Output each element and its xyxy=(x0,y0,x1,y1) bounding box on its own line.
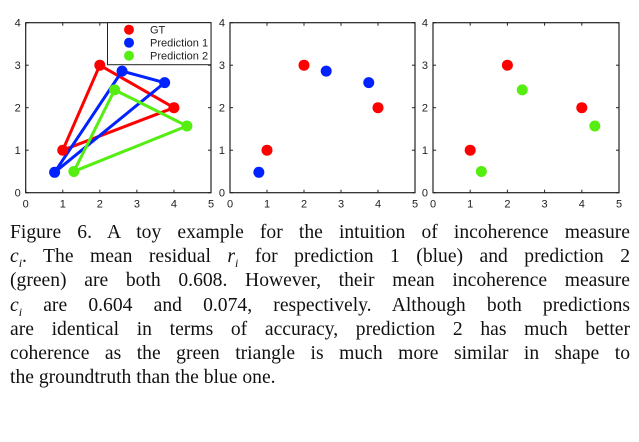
x-tick-label: 3 xyxy=(542,199,548,211)
x-tick-label: 4 xyxy=(579,199,585,211)
caption-line-7: the groundtruth than the blue one. xyxy=(10,367,276,389)
point-gt xyxy=(57,144,69,156)
point-prediction-1 xyxy=(320,65,332,77)
y-tick-label: 3 xyxy=(15,60,21,72)
y-tick-label: 1 xyxy=(15,145,21,157)
x-tick-label: 2 xyxy=(504,199,510,211)
x-tick-label: 5 xyxy=(208,199,214,211)
caption-line-5: are identical in terms of accuracy, pred… xyxy=(10,318,630,340)
legend-label: Prediction 1 xyxy=(150,38,208,50)
y-tick-label: 1 xyxy=(422,145,428,157)
y-tick-label: 2 xyxy=(15,103,21,115)
point-prediction-2 xyxy=(109,84,121,96)
sub-i: i xyxy=(235,256,239,271)
point-prediction-2 xyxy=(475,165,487,177)
x-tick-label: 5 xyxy=(616,199,622,211)
x-tick-label: 0 xyxy=(430,199,436,211)
sub-i: i xyxy=(18,256,23,271)
x-tick-label: 2 xyxy=(97,199,103,211)
point-prediction-2 xyxy=(181,120,193,132)
x-tick-label: 4 xyxy=(171,199,177,211)
y-tick-label: 2 xyxy=(422,103,428,115)
sub-i: i xyxy=(18,304,23,319)
point-gt xyxy=(168,102,180,114)
x-tick-label: 1 xyxy=(467,199,473,211)
y-tick-label: 1 xyxy=(219,145,225,157)
point-gt xyxy=(372,102,384,114)
point-prediction-2 xyxy=(589,120,601,132)
legend-label: Prediction 2 xyxy=(150,51,208,63)
y-tick-label: 4 xyxy=(219,18,225,30)
y-tick-label: 0 xyxy=(422,188,428,200)
caption-line-4: ci are 0.604 and 0.074, respectively. Al… xyxy=(10,294,630,319)
point-gt xyxy=(261,144,273,156)
caption-text: . The mean residual xyxy=(22,246,228,268)
y-tick-label: 2 xyxy=(219,103,225,115)
point-prediction-1 xyxy=(363,77,375,89)
point-gt xyxy=(501,59,513,71)
point-prediction-1 xyxy=(116,65,128,77)
y-tick-label: 3 xyxy=(219,60,225,72)
caption-line-6: coherence as the green triangle is much … xyxy=(10,342,630,364)
figure-caption: Figure 6. A toy example for the intuitio… xyxy=(10,221,630,390)
var-c: c xyxy=(10,294,19,316)
legend-marker xyxy=(124,50,134,61)
axes-box xyxy=(432,22,620,194)
caption-line-3: (green) are both 0.608. However, their m… xyxy=(10,270,630,292)
point-gt xyxy=(464,144,476,156)
y-tick-label: 0 xyxy=(15,188,21,200)
x-tick-label: 0 xyxy=(23,199,29,211)
triangle-prediction-1 xyxy=(53,69,168,174)
triangle-gt xyxy=(59,63,178,153)
var-r: r xyxy=(227,246,236,268)
x-tick-label: 2 xyxy=(301,199,307,211)
caption-text: for prediction 1 (blue) and prediction 2 xyxy=(238,246,630,268)
caption-text: are 0.604 and 0.074, respectively. Altho… xyxy=(22,294,630,316)
point-gt xyxy=(298,59,310,71)
x-tick-label: 1 xyxy=(60,199,66,211)
legend-marker xyxy=(124,37,134,48)
triangle-prediction-2 xyxy=(70,87,191,175)
y-tick-label: 0 xyxy=(219,188,225,200)
y-tick-label: 4 xyxy=(422,18,428,30)
var-c: c xyxy=(10,246,19,268)
x-tick-label: 4 xyxy=(375,199,381,211)
x-tick-label: 5 xyxy=(412,199,418,211)
plot-panel-2: 0 1 2 3 4 5 0 1 2 3 4 xyxy=(219,18,418,211)
legend-marker xyxy=(124,24,134,35)
legend-label: GT xyxy=(150,25,166,37)
point-gt xyxy=(576,102,588,114)
x-tick-label: 3 xyxy=(134,199,140,211)
point-prediction-1 xyxy=(253,166,265,178)
point-prediction-1 xyxy=(49,166,61,178)
y-tick-label: 4 xyxy=(15,18,21,30)
y-tick-label: 3 xyxy=(422,60,428,72)
point-prediction-2 xyxy=(68,165,80,177)
caption-line-2: ci. The mean residual ri for prediction … xyxy=(10,245,630,271)
caption-line-1: Figure 6. A toy example for the intuitio… xyxy=(10,222,630,243)
x-tick-label: 3 xyxy=(338,199,344,211)
plot-panel-3: 0 1 2 3 4 5 0 1 2 3 4 xyxy=(422,18,622,211)
x-tick-label: 1 xyxy=(264,199,270,211)
x-tick-label: 0 xyxy=(227,199,233,211)
point-prediction-1 xyxy=(159,77,171,89)
point-gt xyxy=(94,59,106,71)
point-prediction-2 xyxy=(516,84,528,96)
